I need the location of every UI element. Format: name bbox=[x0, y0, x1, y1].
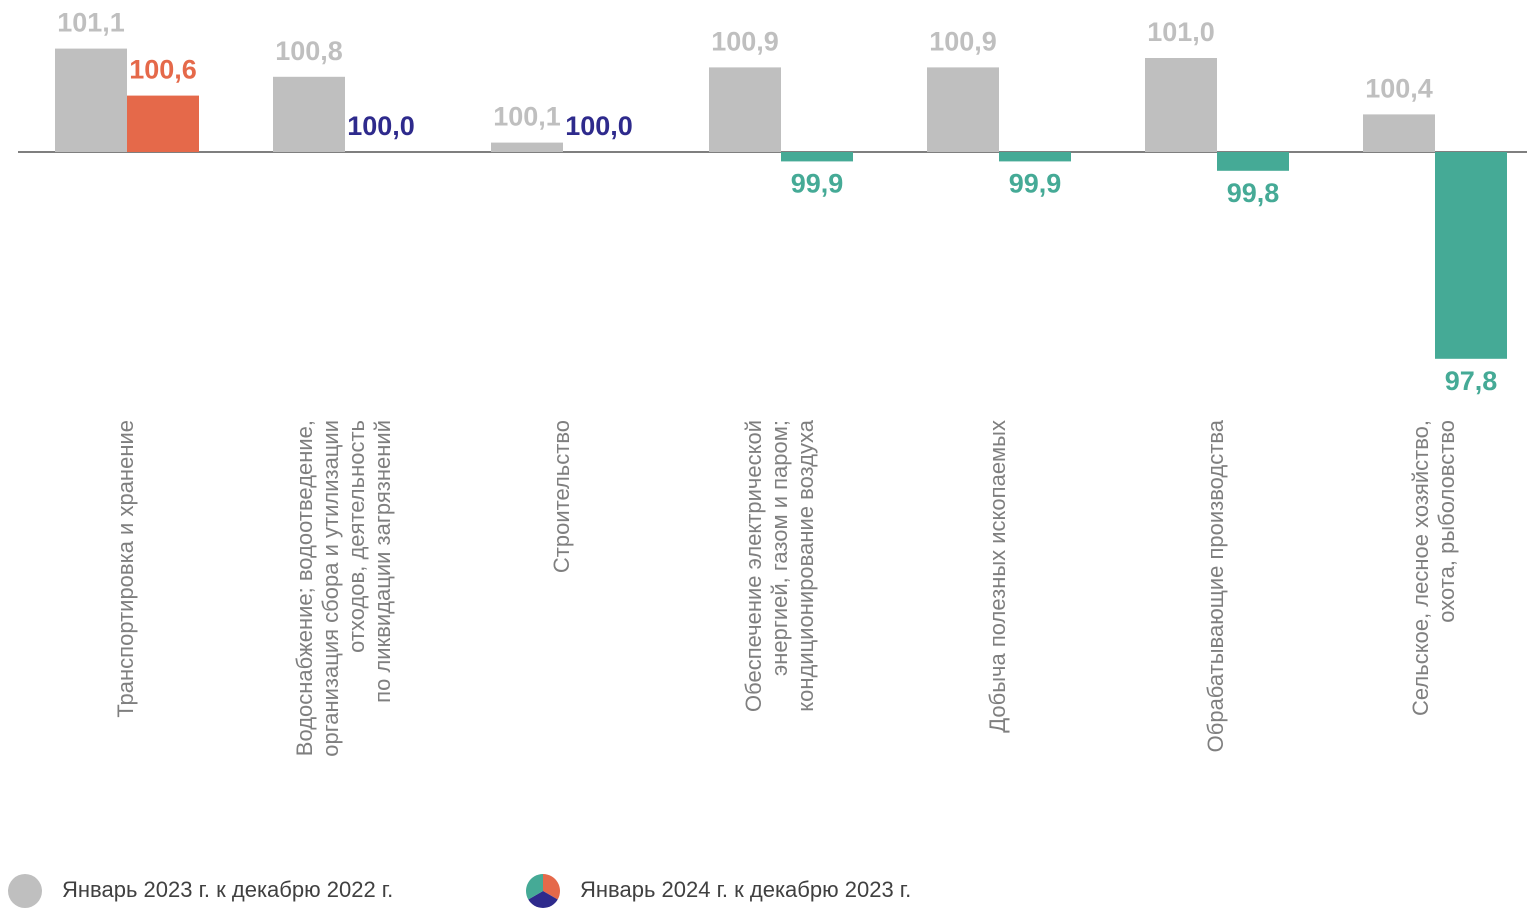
value-label: 101,1 bbox=[57, 8, 125, 38]
bar bbox=[55, 48, 127, 152]
x-tick-label: организация сбора и утилизации bbox=[318, 420, 343, 757]
value-label: 100,0 bbox=[565, 111, 633, 141]
bar bbox=[491, 142, 563, 152]
x-tick-label: Строительство bbox=[549, 420, 574, 573]
value-label: 100,6 bbox=[129, 55, 197, 85]
value-label: 99,9 bbox=[1009, 169, 1062, 199]
bar bbox=[999, 152, 1071, 162]
value-label: 100,9 bbox=[929, 27, 997, 57]
value-label: 99,8 bbox=[1227, 178, 1280, 208]
value-label: 100,4 bbox=[1365, 74, 1433, 104]
legend-swatch bbox=[543, 874, 560, 900]
legend-swatch bbox=[526, 874, 543, 900]
bar bbox=[781, 152, 853, 162]
bar bbox=[1217, 152, 1289, 171]
bar bbox=[127, 95, 199, 152]
x-tick-label: Транспортировка и хранение bbox=[113, 420, 138, 718]
value-label: 100,8 bbox=[275, 36, 343, 66]
x-tick-label: по ликвидации загрязнений bbox=[370, 420, 395, 703]
x-tick-label: энергией, газом и паром; bbox=[767, 420, 792, 676]
value-label: 100,9 bbox=[711, 27, 779, 57]
bar bbox=[927, 67, 999, 152]
bar bbox=[1363, 114, 1435, 152]
value-label: 99,9 bbox=[791, 169, 844, 199]
value-label: 101,0 bbox=[1147, 17, 1215, 47]
x-tick-label: Водоснабжение; водоотведение, bbox=[292, 420, 317, 756]
x-tick-label: Обрабатывающие производства bbox=[1203, 419, 1228, 752]
value-label: 100,1 bbox=[493, 102, 561, 132]
value-label: 97,8 bbox=[1445, 366, 1498, 396]
legend-label: Январь 2024 г. к декабрю 2023 г. bbox=[580, 877, 911, 902]
legend-label: Январь 2023 г. к декабрю 2022 г. bbox=[62, 877, 393, 902]
bar bbox=[273, 76, 345, 152]
x-tick-label: охота, рыболовство bbox=[1434, 420, 1459, 623]
x-tick-label: отходов, деятельность bbox=[344, 420, 369, 653]
legend-swatch bbox=[8, 874, 42, 908]
bar bbox=[1145, 58, 1217, 152]
x-tick-label: Сельское, лесное хозяйство, bbox=[1408, 420, 1433, 716]
x-tick-label: Обеспечение электрической bbox=[741, 420, 766, 712]
value-label: 100,0 bbox=[347, 111, 415, 141]
x-tick-label: Добыча полезных ископаемых bbox=[985, 420, 1010, 733]
bar bbox=[1435, 152, 1507, 359]
x-tick-label: кондиционирование воздуха bbox=[793, 419, 818, 712]
bar bbox=[709, 67, 781, 152]
